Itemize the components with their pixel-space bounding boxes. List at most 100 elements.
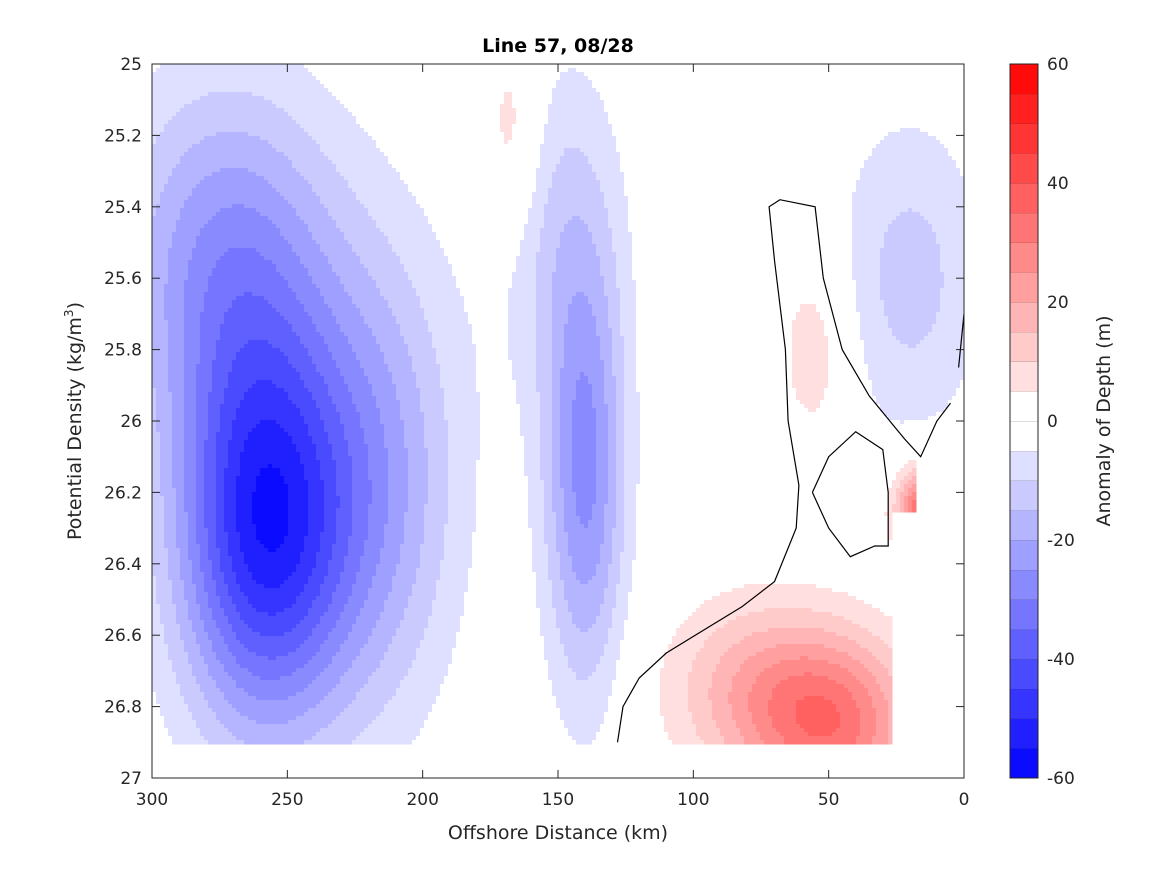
field-cell bbox=[156, 144, 161, 149]
field-cell bbox=[240, 308, 245, 313]
field-cell bbox=[228, 464, 233, 469]
field-cell bbox=[240, 312, 245, 317]
field-cell bbox=[240, 648, 245, 653]
field-cell bbox=[200, 600, 205, 605]
field-cell bbox=[248, 308, 253, 313]
field-cell bbox=[184, 676, 189, 681]
field-cell bbox=[204, 584, 209, 589]
field-cell bbox=[180, 508, 185, 513]
field-cell bbox=[224, 92, 229, 97]
field-cell bbox=[260, 280, 265, 285]
field-cell bbox=[184, 88, 189, 93]
field-cell bbox=[160, 280, 165, 285]
field-cell bbox=[152, 512, 157, 517]
field-cell bbox=[212, 408, 217, 413]
field-cell bbox=[240, 372, 245, 377]
field-cell bbox=[168, 160, 173, 165]
field-cell bbox=[220, 492, 225, 497]
field-cell bbox=[160, 340, 165, 345]
field-cell bbox=[196, 440, 201, 445]
field-cell bbox=[228, 296, 233, 301]
field-cell bbox=[160, 320, 165, 325]
field-cell bbox=[156, 168, 161, 173]
field-cell bbox=[236, 704, 241, 709]
field-cell bbox=[168, 400, 173, 405]
field-cell bbox=[212, 352, 217, 357]
field-cell bbox=[192, 180, 197, 185]
field-cell bbox=[256, 492, 261, 497]
field-cell bbox=[212, 336, 217, 341]
field-cell bbox=[256, 476, 261, 481]
field-cell bbox=[160, 668, 165, 673]
field-cell bbox=[180, 432, 185, 437]
field-cell bbox=[164, 708, 169, 713]
field-cell bbox=[268, 196, 273, 201]
field-cell bbox=[180, 504, 185, 509]
field-cell bbox=[240, 148, 245, 153]
field-cell bbox=[264, 552, 269, 557]
field-cell bbox=[220, 360, 225, 365]
field-cell bbox=[188, 560, 193, 565]
chart-title: Line 57, 08/28 bbox=[482, 35, 634, 57]
field-cell bbox=[264, 204, 269, 209]
field-cell bbox=[156, 260, 161, 265]
field-cell bbox=[248, 364, 253, 369]
field-cell bbox=[228, 428, 233, 433]
field-cell bbox=[244, 360, 249, 365]
field-cell bbox=[240, 440, 245, 445]
field-cell bbox=[208, 300, 213, 305]
field-cell bbox=[264, 484, 269, 489]
field-cell bbox=[216, 452, 221, 457]
field-cell bbox=[264, 408, 269, 413]
field-cell bbox=[248, 188, 253, 193]
field-cell bbox=[192, 188, 197, 193]
field-cell bbox=[168, 304, 173, 309]
field-cell bbox=[260, 460, 265, 465]
field-cell bbox=[184, 544, 189, 549]
field-cell bbox=[208, 132, 213, 137]
field-cell bbox=[264, 244, 269, 249]
field-cell bbox=[236, 80, 241, 85]
field-cell bbox=[244, 724, 249, 729]
field-cell bbox=[196, 680, 201, 685]
field-cell bbox=[168, 284, 173, 289]
field-cell bbox=[224, 680, 229, 685]
field-cell bbox=[168, 156, 173, 161]
field-cell bbox=[216, 212, 221, 217]
field-cell bbox=[176, 516, 181, 521]
field-cell bbox=[260, 600, 265, 605]
field-cell bbox=[244, 480, 249, 485]
field-cell bbox=[208, 528, 213, 533]
field-cell bbox=[200, 212, 205, 217]
field-cell bbox=[196, 296, 201, 301]
field-cell bbox=[160, 380, 165, 385]
field-cell bbox=[228, 384, 233, 389]
field-cell bbox=[172, 312, 177, 317]
field-cell bbox=[220, 496, 225, 501]
field-cell bbox=[192, 472, 197, 477]
field-cell bbox=[252, 652, 257, 657]
field-cell bbox=[156, 184, 161, 189]
field-cell bbox=[252, 144, 257, 149]
field-cell bbox=[224, 388, 229, 393]
field-cell bbox=[200, 668, 205, 673]
field-cell bbox=[228, 168, 233, 173]
field-cell bbox=[160, 240, 165, 245]
field-cell bbox=[252, 176, 257, 181]
field-cell bbox=[156, 180, 161, 185]
field-cell bbox=[264, 716, 269, 721]
field-cell bbox=[236, 584, 241, 589]
field-cell bbox=[180, 560, 185, 565]
field-cell bbox=[248, 124, 253, 129]
field-cell bbox=[240, 424, 245, 429]
field-cell bbox=[256, 364, 261, 369]
field-cell bbox=[244, 488, 249, 493]
field-cell bbox=[244, 664, 249, 669]
field-cell bbox=[244, 656, 249, 661]
field-cell bbox=[196, 436, 201, 441]
field-cell bbox=[184, 440, 189, 445]
field-cell bbox=[204, 488, 209, 493]
field-cell bbox=[256, 72, 261, 77]
field-cell bbox=[220, 524, 225, 529]
field-cell bbox=[252, 484, 257, 489]
